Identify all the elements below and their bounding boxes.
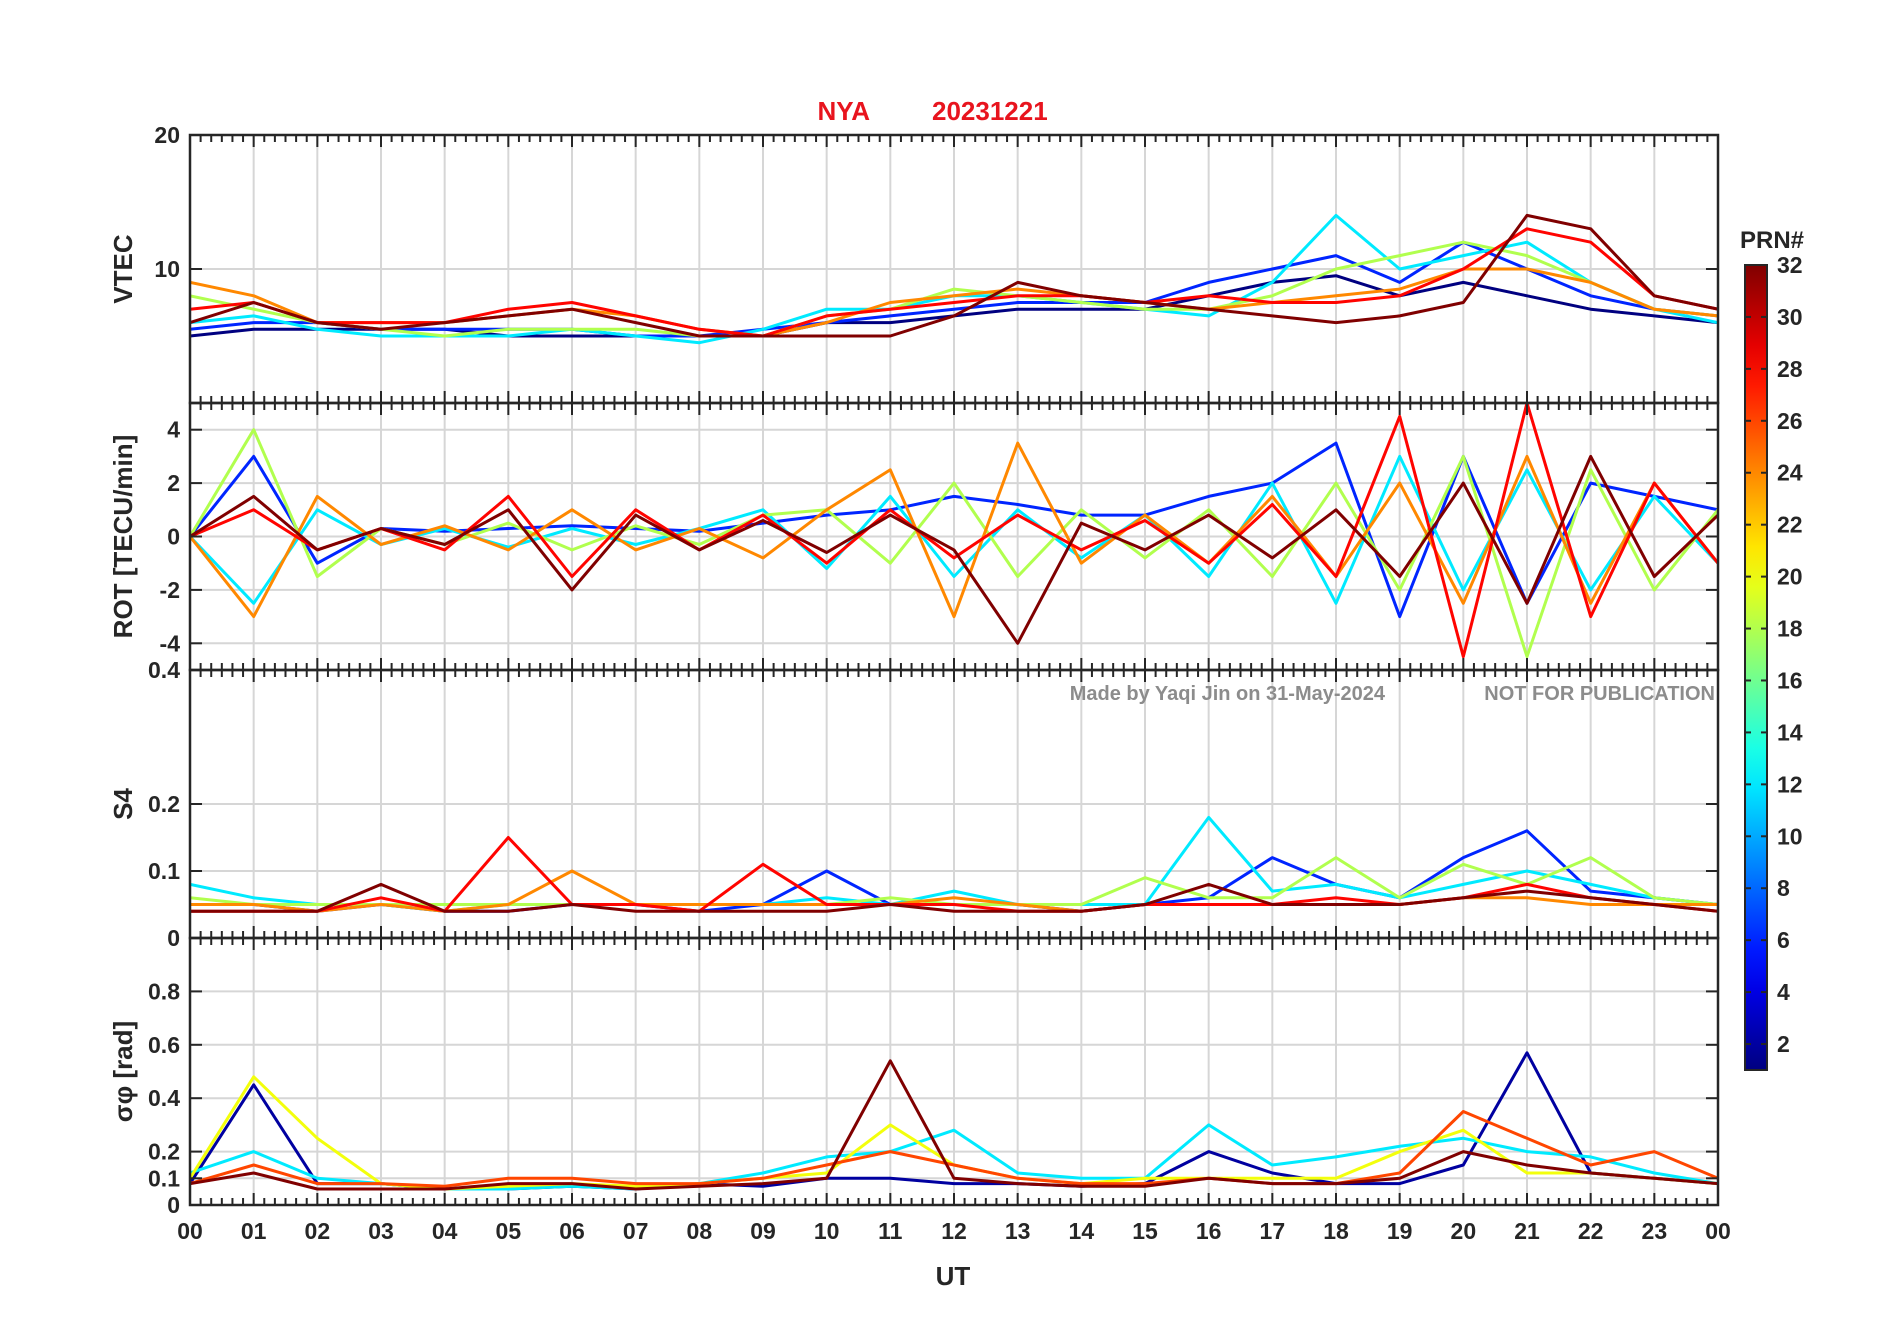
x-tick-label: 00 (1705, 1218, 1731, 1244)
x-tick-label: 00 (177, 1218, 203, 1244)
x-tick-label: 22 (1578, 1218, 1604, 1244)
colorbar-tick-label: 10 (1777, 823, 1803, 849)
y-axis-label: ROT [TECU/min] (108, 435, 138, 639)
y-tick-label: 0.2 (148, 791, 180, 817)
y-tick-label: 0 (167, 1192, 180, 1218)
x-tick-label: 17 (1260, 1218, 1286, 1244)
x-tick-label: 13 (1005, 1218, 1031, 1244)
colorbar-tick-label: 20 (1777, 564, 1803, 590)
series-group (190, 213, 1718, 345)
x-tick-label: 01 (241, 1218, 267, 1244)
series-group (190, 1051, 1718, 1191)
colorbar-tick-label: 2 (1777, 1031, 1790, 1057)
y-tick-label: 0.2 (148, 1139, 180, 1165)
y-tick-label: 20 (154, 122, 180, 148)
x-tick-label: 02 (305, 1218, 331, 1244)
y-tick-label: 0.4 (148, 657, 180, 683)
series-group (190, 815, 1718, 913)
colorbar-tick-label: 24 (1777, 460, 1803, 486)
panel-sigma_phi: 00.10.2 0.4 0.6 0.8 σφ [rad] (108, 936, 1720, 1218)
y-tick-label: 0.6 (148, 1032, 180, 1058)
y-tick-label: 0.1 (148, 1165, 180, 1191)
x-tick-label: 10 (814, 1218, 840, 1244)
series-line-prn-32 (190, 1059, 1718, 1191)
colorbar-label: PRN# (1740, 227, 1804, 254)
x-tick-label: 14 (1069, 1218, 1095, 1244)
series-group (190, 403, 1718, 659)
x-tick-label: 23 (1642, 1218, 1668, 1244)
x-tick-label: 03 (368, 1218, 394, 1244)
series-line-prn-28 (190, 403, 1718, 659)
x-tick-label: 18 (1323, 1218, 1349, 1244)
colorbar-tick-label: 32 (1777, 252, 1803, 278)
series-line-prn-24 (190, 441, 1718, 619)
x-axis-label: UT (936, 1261, 971, 1291)
series-line-prn-32 (190, 882, 1718, 913)
colorbar-tick-label: 14 (1777, 719, 1803, 745)
y-tick-label: 0.1 (148, 858, 180, 884)
colorbar-tick-label: 22 (1777, 512, 1803, 538)
colorbar-tick-label: 12 (1777, 771, 1803, 797)
y-tick-label: 0 (167, 524, 180, 550)
title-station: NYA (817, 96, 870, 126)
y-tick-label: -2 (160, 577, 180, 603)
y-tick-label: -4 (160, 630, 181, 656)
colorbar-tick-label: 4 (1777, 979, 1790, 1005)
x-tick-label: 05 (496, 1218, 522, 1244)
y-axis-label: S4 (108, 788, 138, 820)
x-tick-label: 12 (941, 1218, 967, 1244)
title-date: 20231221 (932, 96, 1048, 126)
x-tick-label: 11 (878, 1218, 903, 1244)
panel-vtec: 10 20 VTEC (108, 122, 1720, 405)
x-tick-label: 16 (1196, 1218, 1222, 1244)
y-axis-label: σφ [rad] (108, 1021, 138, 1122)
x-tick-label: 20 (1451, 1218, 1477, 1244)
series-line-prn-32 (190, 454, 1718, 645)
colorbar-tick-label: 30 (1777, 304, 1803, 330)
y-tick-label: 0.4 (148, 1085, 180, 1111)
series-line-prn-18 (190, 240, 1718, 338)
series-line-prn-32 (190, 213, 1718, 338)
x-tick-label: 15 (1132, 1218, 1158, 1244)
watermark-status: NOT FOR PUBLICATION (1484, 683, 1715, 705)
watermark-author: Made by Yaqi Jin on 31-May-2024 (1070, 683, 1386, 705)
x-tick-label: 09 (750, 1218, 776, 1244)
x-tick-label: 06 (559, 1218, 585, 1244)
y-axis-label: VTEC (108, 234, 138, 304)
colorbar-tick-label: 8 (1777, 875, 1790, 901)
series-line-prn-12 (190, 454, 1718, 605)
y-tick-label: 0 (167, 925, 180, 951)
y-tick-label: 10 (154, 256, 180, 282)
colorbar-tick-label: 28 (1777, 356, 1803, 382)
x-tick-label: 21 (1514, 1218, 1540, 1244)
colorbar-scale (1744, 264, 1768, 1071)
x-tick-label: 08 (687, 1218, 713, 1244)
y-tick-label: 4 (167, 417, 180, 443)
x-tick-label: 04 (432, 1218, 458, 1244)
colorbar-tick-label: 26 (1777, 408, 1803, 434)
series-line-prn-26 (190, 1110, 1718, 1188)
x-tick-label: 07 (623, 1218, 649, 1244)
colorbar-tick-label: 6 (1777, 927, 1790, 953)
colorbar-tick-label: 16 (1777, 667, 1803, 693)
x-tick-label: 19 (1387, 1218, 1413, 1244)
y-tick-label: 0.8 (148, 978, 180, 1004)
colorbar-tick-label: 18 (1777, 616, 1803, 642)
y-tick-label: 2 (167, 470, 180, 496)
